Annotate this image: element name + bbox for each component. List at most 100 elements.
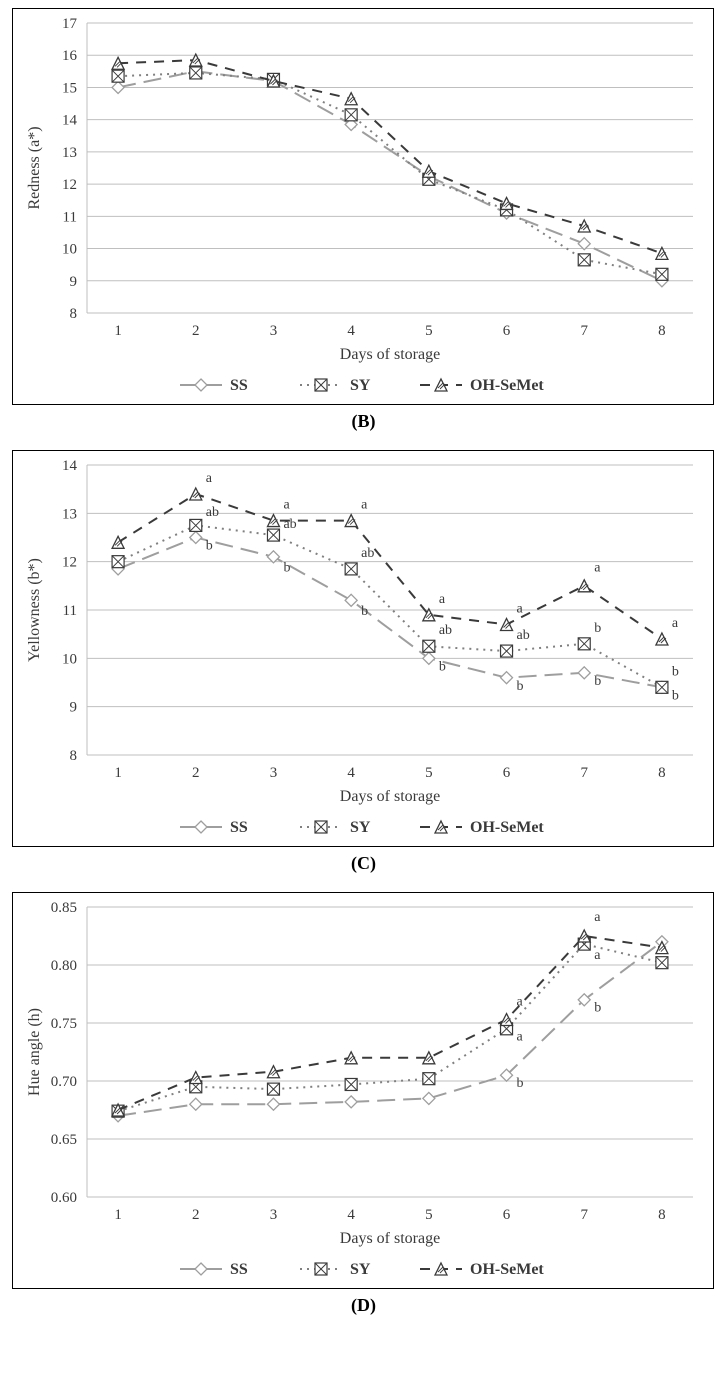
legend-label-sy: SY [350, 377, 371, 394]
y-tick-label: 12 [62, 555, 77, 571]
series-line-ss [118, 538, 662, 688]
panel-label-D: (D) [12, 1295, 715, 1316]
x-tick-label: 4 [347, 323, 355, 339]
y-tick-label: 9 [70, 274, 78, 290]
x-tick-label: 3 [270, 323, 278, 339]
sig-letter: a [517, 995, 524, 1010]
sig-letter: a [672, 616, 679, 631]
y-tick-label: 0.70 [51, 1074, 77, 1090]
sig-letter: ab [206, 505, 219, 520]
x-tick-label: 1 [114, 1207, 122, 1223]
y-tick-label: 0.75 [51, 1016, 77, 1032]
x-axis-title: Days of storage [340, 788, 440, 805]
y-tick-label: 0.85 [51, 900, 77, 916]
legend: SS SY OH-SeMet [180, 819, 544, 836]
y-axis-title: Yellowness (b*) [26, 558, 43, 662]
y-tick-label: 15 [62, 80, 77, 96]
y-tick-label: 8 [70, 748, 78, 764]
sig-letter: ab [283, 517, 296, 532]
x-axis-title: Days of storage [340, 1230, 440, 1247]
x-axis-title: Days of storage [340, 346, 440, 363]
sig-letter: b [283, 560, 290, 575]
series-line-sy [118, 525, 662, 687]
y-tick-label: 0.80 [51, 958, 77, 974]
sig-letter: b [594, 1000, 601, 1015]
legend: SS SY OH-SeMet [180, 377, 544, 394]
sig-letter: a [594, 910, 601, 925]
y-tick-label: 14 [62, 113, 78, 129]
legend-label-oh: OH-SeMet [470, 1261, 544, 1278]
x-tick-label: 4 [347, 1207, 355, 1223]
x-tick-label: 8 [658, 1207, 666, 1223]
chart-panel-C: 89101112131412345678aabbaabbaabbaabbaabb… [12, 450, 714, 847]
legend-label-ss: SS [230, 377, 248, 394]
y-tick-label: 14 [62, 458, 78, 474]
sig-letter: b [672, 664, 679, 679]
x-tick-label: 2 [192, 323, 200, 339]
panel-D: 0.600.650.700.750.800.8512345678aabaabDa… [12, 892, 715, 1316]
y-tick-label: 12 [62, 177, 77, 193]
sig-letter: b [361, 604, 368, 619]
y-tick-label: 13 [62, 506, 77, 522]
y-axis-title: Redness (a*) [26, 126, 43, 209]
chart-panel-B: 89101112131415161712345678Days of storag… [12, 8, 714, 405]
sig-letter: a [206, 471, 213, 486]
x-tick-label: 3 [270, 1207, 278, 1223]
sig-letter: a [594, 948, 601, 963]
legend-label-ss: SS [230, 1261, 248, 1278]
y-tick-label: 0.60 [51, 1190, 77, 1206]
y-tick-label: 11 [63, 209, 77, 225]
x-tick-label: 6 [503, 1207, 511, 1223]
panel-label-C: (C) [12, 853, 715, 874]
y-tick-label: 13 [62, 145, 77, 161]
sig-letter: a [594, 560, 601, 575]
x-tick-label: 5 [425, 765, 433, 781]
legend-label-sy: SY [350, 819, 371, 836]
series-line-ss [118, 71, 662, 280]
y-tick-label: 8 [70, 306, 78, 322]
y-tick-label: 17 [62, 16, 78, 32]
y-tick-label: 10 [62, 242, 77, 258]
y-tick-label: 10 [62, 651, 77, 667]
x-tick-label: 1 [114, 323, 122, 339]
legend-label-oh: OH-SeMet [470, 819, 544, 836]
x-tick-label: 3 [270, 765, 278, 781]
x-tick-label: 7 [580, 323, 588, 339]
sig-letter: ab [517, 628, 530, 643]
x-tick-label: 2 [192, 765, 200, 781]
legend-label-oh: OH-SeMet [470, 377, 544, 394]
sig-letter: b [594, 674, 601, 689]
x-tick-label: 4 [347, 765, 355, 781]
sig-letter: ab [439, 623, 452, 638]
sig-letter: a [517, 601, 524, 616]
sig-letter: b [672, 688, 679, 703]
panel-label-B: (B) [12, 411, 715, 432]
y-tick-label: 9 [70, 700, 78, 716]
y-axis-title: Hue angle (h) [26, 1008, 43, 1096]
x-tick-label: 5 [425, 323, 433, 339]
legend-label-ss: SS [230, 819, 248, 836]
x-tick-label: 6 [503, 323, 511, 339]
chart-panel-D: 0.600.650.700.750.800.8512345678aabaabDa… [12, 892, 714, 1289]
sig-letter: a [439, 592, 446, 607]
series-line-oh [118, 494, 662, 639]
sig-letter: a [283, 498, 290, 513]
x-tick-label: 8 [658, 323, 666, 339]
x-tick-label: 1 [114, 765, 122, 781]
x-tick-label: 6 [503, 765, 511, 781]
x-tick-label: 7 [580, 1207, 588, 1223]
legend: SS SY OH-SeMet [180, 1261, 544, 1278]
sig-letter: a [517, 1029, 524, 1044]
series-line-oh [118, 60, 662, 253]
sig-letter: b [594, 621, 601, 636]
sig-letter: a [361, 498, 368, 513]
sig-letter: b [517, 1076, 524, 1091]
legend-label-sy: SY [350, 1261, 371, 1278]
sig-letter: b [206, 539, 213, 554]
sig-letter: b [439, 659, 446, 674]
x-tick-label: 7 [580, 765, 588, 781]
panel-C: 89101112131412345678aabbaabbaabbaabbaabb… [12, 450, 715, 874]
sig-letter: ab [361, 546, 374, 561]
x-tick-label: 5 [425, 1207, 433, 1223]
y-tick-label: 11 [63, 603, 77, 619]
